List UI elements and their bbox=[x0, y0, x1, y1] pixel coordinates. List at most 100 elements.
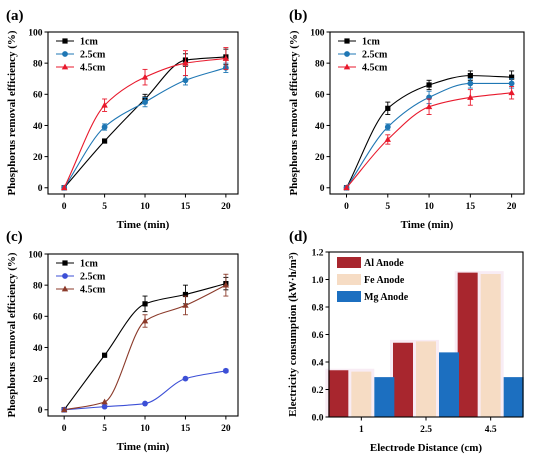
legend-label: 2.5cm bbox=[80, 50, 106, 61]
x-tick-label: 20 bbox=[221, 424, 231, 434]
y-tick-label: 40 bbox=[33, 344, 43, 354]
y-tick-label: 20 bbox=[33, 375, 43, 385]
data-point-4.5cm bbox=[182, 59, 189, 66]
data-point-2.5cm bbox=[101, 124, 108, 130]
data-point-2.5cm bbox=[142, 99, 148, 105]
legend-label: 1cm bbox=[80, 259, 98, 270]
y-tick-label: 20 bbox=[33, 153, 43, 163]
y-tick-label: 60 bbox=[33, 313, 43, 323]
legend-label: 4.5cm bbox=[362, 63, 388, 74]
data-point-1cm bbox=[182, 291, 189, 298]
x-tick-label: 20 bbox=[221, 202, 231, 212]
x-tick-label: 0 bbox=[62, 202, 67, 212]
data-point-1cm bbox=[426, 82, 432, 88]
x-tick-label: 5 bbox=[385, 202, 390, 212]
legend-label: 2.5cm bbox=[362, 50, 388, 61]
legend-marker bbox=[343, 63, 351, 70]
legend-marker bbox=[62, 273, 68, 279]
plot-frame bbox=[328, 251, 524, 418]
legend-swatch bbox=[337, 274, 361, 285]
y-tick-label: 100 bbox=[310, 28, 325, 38]
data-point-4.5cm bbox=[60, 184, 68, 191]
legend-label: Fe Anode bbox=[364, 275, 405, 286]
data-point-1cm bbox=[101, 352, 108, 358]
y-tick-label: 0.2 bbox=[312, 386, 324, 396]
y-tick-label: 40 bbox=[315, 122, 325, 132]
legend-label: 1cm bbox=[80, 37, 98, 48]
legend-marker bbox=[62, 51, 68, 57]
y-tick-label: 100 bbox=[28, 28, 43, 38]
data-point-4.5cm bbox=[101, 398, 108, 405]
x-tick-label: 4.5 bbox=[485, 425, 497, 435]
y-tick-label: 40 bbox=[33, 122, 43, 132]
panel-label: (b) bbox=[289, 8, 307, 24]
data-point-2.5cm bbox=[101, 403, 108, 410]
plot-frame bbox=[47, 31, 239, 195]
plot-frame bbox=[329, 31, 525, 195]
legend-label: 4.5cm bbox=[80, 63, 106, 74]
plot-frame bbox=[47, 253, 239, 417]
legend-label: Mg Anode bbox=[364, 292, 409, 303]
x-tick-label: 1 bbox=[359, 425, 364, 435]
x-tick-label: 15 bbox=[181, 202, 191, 212]
y-axis-title: Phosphorus removal efficiency (%) bbox=[288, 30, 300, 195]
data-point-4.5cm bbox=[425, 103, 433, 110]
bar-Fe Anode bbox=[480, 274, 501, 417]
panel-label: (c) bbox=[6, 229, 23, 245]
y-tick-label: 100 bbox=[28, 250, 43, 260]
y-tick-label: 0 bbox=[320, 184, 325, 194]
y-tick-label: 0.4 bbox=[312, 358, 324, 368]
legend-marker bbox=[344, 51, 350, 57]
y-tick-label: 60 bbox=[315, 91, 325, 101]
legend-swatch bbox=[337, 291, 361, 302]
data-point-2.5cm bbox=[142, 400, 148, 407]
legend-label: 1cm bbox=[362, 37, 380, 48]
legend-swatch bbox=[337, 257, 361, 268]
data-point-4.5cm bbox=[60, 406, 68, 413]
y-tick-label: 80 bbox=[33, 281, 43, 291]
y-tick-label: 0.8 bbox=[312, 303, 324, 313]
y-tick-label: 1.0 bbox=[312, 276, 324, 286]
data-point-4.5cm bbox=[508, 89, 515, 96]
x-tick-label: 10 bbox=[140, 424, 150, 434]
x-axis-title: Electrode Distance (cm) bbox=[370, 442, 483, 454]
y-axis-title: Phosphorus removal efficiency (%) bbox=[6, 252, 18, 417]
data-point-4.5cm bbox=[141, 73, 149, 80]
data-point-1cm bbox=[467, 73, 473, 79]
data-point-1cm bbox=[385, 105, 391, 111]
data-point-2.5cm bbox=[182, 77, 189, 84]
series-line-2.5cm bbox=[63, 67, 227, 189]
data-point-4.5cm bbox=[343, 184, 350, 191]
x-tick-label: 15 bbox=[181, 424, 191, 434]
y-axis-title: Phosphorus removal efficiency (%) bbox=[6, 30, 18, 195]
bar-Al Anode bbox=[457, 272, 478, 417]
data-point-1cm bbox=[101, 138, 108, 144]
x-tick-label: 5 bbox=[102, 424, 107, 434]
legend-marker bbox=[62, 260, 68, 266]
y-tick-label: 1.2 bbox=[312, 248, 324, 258]
bar-Al Anode bbox=[328, 370, 349, 417]
data-point-4.5cm bbox=[222, 281, 230, 288]
bar-Mg Anode bbox=[439, 352, 459, 417]
legend-marker bbox=[61, 63, 69, 70]
y-tick-label: 0 bbox=[38, 406, 43, 416]
data-point-1cm bbox=[142, 301, 148, 307]
data-point-4.5cm bbox=[467, 94, 474, 100]
data-point-4.5cm bbox=[101, 101, 108, 108]
data-point-4.5cm bbox=[182, 302, 189, 308]
data-point-4.5cm bbox=[141, 317, 149, 324]
panel-label: (d) bbox=[289, 229, 307, 245]
panel-label: (a) bbox=[6, 8, 24, 24]
x-tick-label: 15 bbox=[466, 202, 476, 212]
legend-marker bbox=[344, 38, 350, 44]
legend-label: 4.5cm bbox=[80, 285, 106, 296]
legend-marker bbox=[62, 38, 68, 44]
y-tick-label: 60 bbox=[33, 91, 43, 101]
data-point-2.5cm bbox=[384, 124, 391, 130]
y-tick-label: 80 bbox=[33, 59, 43, 69]
x-axis-title: Time (min) bbox=[401, 219, 454, 231]
legend-label: Al Anode bbox=[364, 258, 404, 269]
y-tick-label: 0.6 bbox=[312, 331, 324, 341]
x-tick-label: 10 bbox=[424, 202, 434, 212]
